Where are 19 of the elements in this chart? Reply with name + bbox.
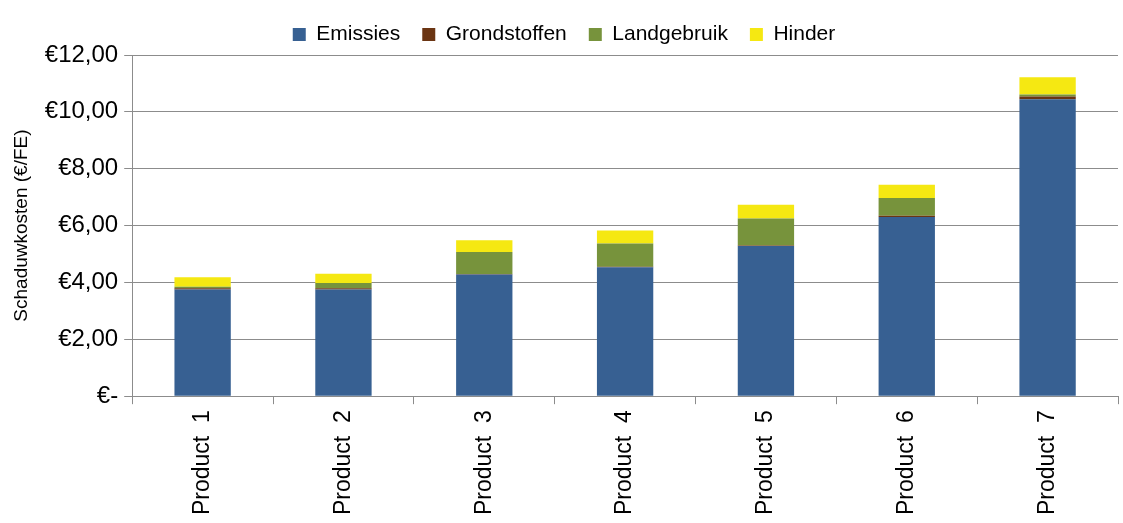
legend-label: Hinder xyxy=(773,21,836,45)
y-tick-label: €10,00 xyxy=(44,96,119,124)
x-tick-label: Product 1 xyxy=(187,410,214,516)
y-tick-label: €12,00 xyxy=(44,39,119,67)
y-tick-label: €6,00 xyxy=(58,210,119,238)
legend-label: Landgebruik xyxy=(612,21,729,45)
y-axis-title: Schaduwkosten (€/FE) xyxy=(9,129,31,322)
x-tick-label: Product 2 xyxy=(328,410,355,516)
x-tick-label: Product 7 xyxy=(1032,410,1059,516)
y-tick-label: €4,00 xyxy=(58,267,119,295)
legend-label: Emissies xyxy=(316,21,401,45)
y-tick-label: €8,00 xyxy=(58,153,119,181)
y-tick-label: €2,00 xyxy=(58,323,119,351)
y-tick-label: €- xyxy=(96,380,119,408)
x-tick-label: Product 5 xyxy=(751,410,778,516)
x-tick-label: Product 3 xyxy=(469,410,496,516)
x-tick-label: Product 6 xyxy=(892,410,919,516)
legend-label: Grondstoffen xyxy=(445,21,567,45)
x-tick-label: Product 4 xyxy=(610,409,637,516)
